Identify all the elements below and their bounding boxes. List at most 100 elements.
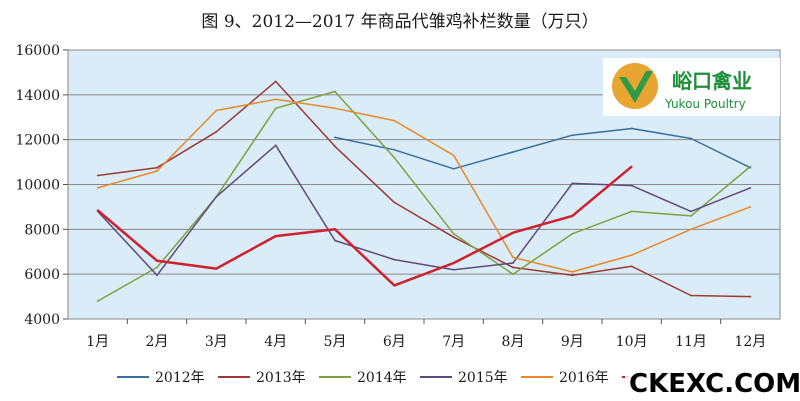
y-tick-label: 10000 [15, 178, 60, 194]
x-tick-label: 7月 [442, 334, 465, 350]
data-point [749, 206, 752, 208]
series-line-2 [97, 90, 751, 302]
data-point [749, 295, 752, 298]
x-tick-label: 1月 [86, 334, 109, 350]
data-point [690, 294, 692, 297]
data-point [334, 239, 336, 242]
series-lines [96, 80, 752, 302]
data-point [156, 274, 158, 277]
y-tick-label: 6000 [24, 267, 60, 283]
data-point [334, 136, 336, 139]
x-tick-label: 12月 [734, 334, 766, 350]
series-line-5 [96, 165, 633, 287]
data-point [156, 170, 158, 172]
data-point [96, 174, 99, 177]
data-point [393, 119, 396, 122]
data-point [630, 265, 633, 268]
data-point [630, 184, 633, 187]
legend-label: 2015年 [458, 370, 508, 386]
data-point [452, 236, 455, 239]
x-tick-label: 5月 [324, 334, 347, 350]
y-axis: 4000 6000 8000 10000 12000 14000 16000 [15, 43, 68, 328]
x-tick-label: 6月 [383, 334, 406, 350]
data-point [571, 271, 574, 273]
data-point [452, 268, 455, 271]
data-point [393, 284, 396, 287]
data-point [274, 98, 277, 101]
data-point [512, 151, 514, 153]
data-point [215, 130, 218, 133]
data-point [215, 109, 218, 112]
data-point [96, 300, 99, 302]
data-point [215, 195, 218, 198]
y-tick-label: 12000 [15, 133, 60, 149]
data-point [690, 137, 692, 140]
legend-label: 2014年 [357, 370, 407, 386]
data-point [452, 262, 455, 264]
x-tick-label: 9月 [561, 334, 584, 350]
data-point [630, 127, 633, 130]
data-point [690, 210, 692, 213]
data-point [749, 165, 752, 168]
data-point [393, 201, 396, 204]
series-line-0 [334, 127, 751, 170]
data-point [512, 266, 514, 269]
watermark-text: CKEXC.COM [629, 369, 800, 399]
x-tick-label: 11月 [675, 334, 707, 350]
data-point [156, 166, 158, 169]
data-point [512, 231, 514, 234]
data-point [393, 148, 396, 151]
x-tick-label: 8月 [502, 334, 525, 350]
data-point [96, 209, 99, 212]
data-point [512, 256, 514, 259]
data-point [393, 156, 396, 159]
y-tick-label: 4000 [24, 312, 60, 328]
data-point [571, 232, 574, 235]
data-point [452, 154, 455, 157]
series-line-4 [97, 98, 751, 273]
data-point [630, 165, 633, 168]
data-point [512, 262, 514, 264]
legend: 2012年2013年2014年2015年2016年2017年 [117, 370, 710, 386]
data-point [393, 258, 396, 261]
data-point [156, 259, 158, 262]
data-point [571, 214, 574, 217]
x-tick-label: 2月 [146, 334, 169, 350]
data-point [334, 90, 336, 93]
data-point [156, 266, 158, 269]
y-tick-label: 14000 [15, 88, 60, 104]
watermark-background [625, 362, 795, 398]
logo-mark-icon [612, 63, 658, 109]
data-point [749, 186, 752, 189]
x-axis: 1月 2月 3月 4月 5月 6月 7月 8月 9月 10月 11月 12月 [86, 319, 766, 350]
legend-label: 2012年 [155, 370, 205, 386]
data-point [512, 273, 514, 276]
data-point [452, 167, 455, 170]
series-line-3 [97, 144, 751, 277]
series-line-1 [97, 80, 751, 298]
data-point [690, 214, 692, 217]
legend-label: 2013年 [256, 370, 306, 386]
data-point [274, 107, 277, 110]
data-point [274, 235, 277, 237]
data-point [452, 232, 455, 235]
data-point [274, 144, 277, 147]
y-tick-label: 8000 [24, 222, 60, 238]
data-point [571, 182, 574, 185]
data-point [571, 274, 574, 277]
legend-label: 2016年 [559, 370, 609, 386]
data-point [215, 267, 218, 270]
data-point [690, 228, 692, 231]
x-tick-label: 10月 [616, 334, 648, 350]
y-tick-label: 16000 [15, 43, 60, 59]
data-point [96, 186, 99, 189]
data-point [630, 254, 633, 257]
data-point [334, 145, 336, 148]
data-point [630, 210, 633, 213]
data-point [571, 134, 574, 137]
logo-chinese-name: 峪口禽业 [672, 69, 752, 93]
chart-title: 图 9、2012—2017 年商品代雏鸡补栏数量（万只） [201, 12, 598, 32]
x-tick-label: 4月 [264, 334, 287, 350]
watermark: CKEXC.COM [625, 362, 800, 399]
yukou-logo: 峪口禽业 Yukou Poultry [603, 58, 780, 116]
